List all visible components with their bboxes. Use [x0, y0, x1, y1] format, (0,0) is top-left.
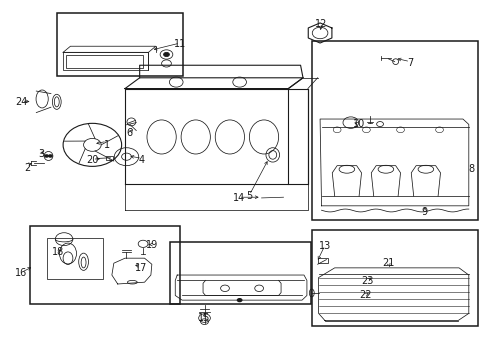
Text: 24: 24 [16, 97, 28, 107]
Circle shape [44, 154, 49, 158]
Text: 2: 2 [24, 163, 31, 173]
Bar [105, 156, 113, 160]
Text: 21: 21 [382, 258, 394, 268]
Bar [47, 238, 103, 279]
Text: 18: 18 [52, 247, 64, 257]
Circle shape [163, 52, 169, 57]
Text: 12: 12 [315, 19, 327, 29]
Text: 14: 14 [232, 193, 244, 203]
Text: 23: 23 [361, 276, 373, 286]
Bar [311, 230, 477, 326]
Bar [311, 41, 477, 220]
Text: 4: 4 [139, 155, 145, 165]
Bar [65, 55, 142, 68]
Text: 17: 17 [135, 263, 147, 273]
Text: 9: 9 [421, 207, 427, 217]
Text: 7: 7 [407, 58, 412, 68]
Bar [317, 258, 328, 263]
Text: 10: 10 [352, 120, 365, 129]
Text: 13: 13 [318, 241, 330, 251]
Text: 3: 3 [38, 149, 44, 159]
Text: 15: 15 [198, 313, 210, 323]
Text: 22: 22 [359, 291, 371, 301]
Bar [170, 242, 310, 304]
Text: 5: 5 [246, 191, 252, 201]
Bar [57, 13, 182, 76]
Bar [30, 226, 180, 304]
Text: 6: 6 [126, 129, 133, 138]
Circle shape [48, 154, 53, 158]
Bar [63, 52, 148, 69]
Text: 8: 8 [467, 164, 473, 174]
Text: 16: 16 [15, 268, 27, 278]
Text: 11: 11 [174, 39, 186, 49]
Circle shape [236, 298, 242, 302]
Text: 20: 20 [86, 155, 99, 165]
Text: 1: 1 [104, 140, 110, 150]
Text: 19: 19 [145, 240, 158, 250]
